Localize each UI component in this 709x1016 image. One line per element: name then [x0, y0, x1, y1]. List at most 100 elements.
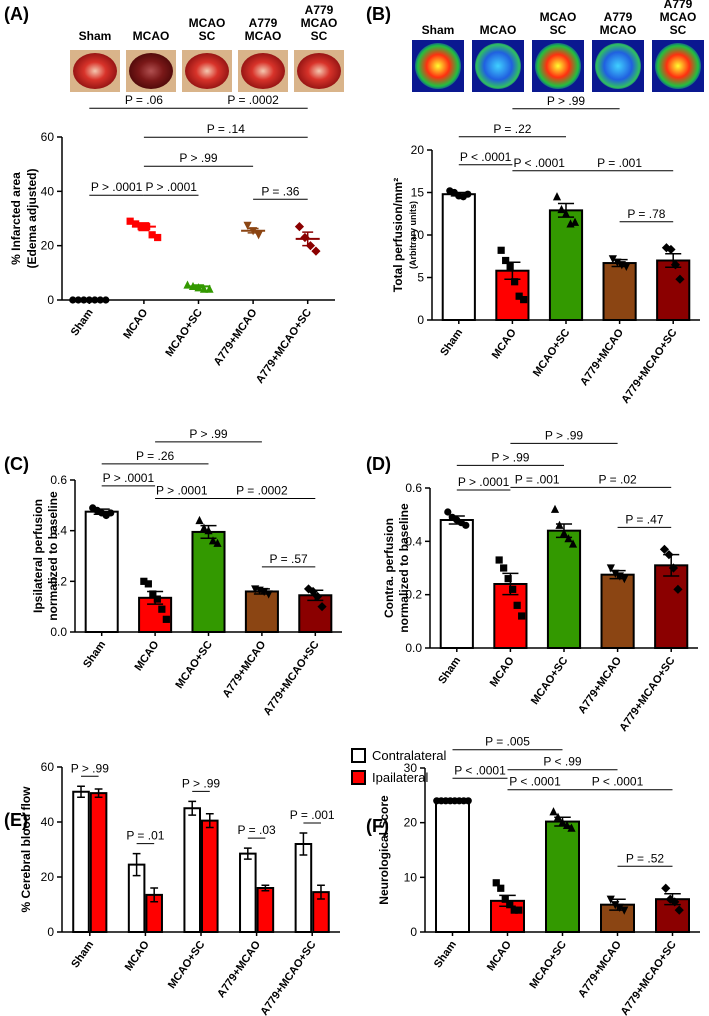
image-label: Sham — [79, 29, 112, 43]
x-tick-label: Sham — [436, 655, 463, 687]
data-point — [107, 509, 115, 517]
panel-label: (C) — [4, 454, 29, 474]
data-point — [606, 895, 615, 904]
comparison-label: P > .0001 — [458, 475, 510, 489]
y-tick-label: 0 — [410, 925, 417, 939]
bar — [256, 887, 275, 933]
bar — [654, 564, 689, 649]
data-point — [506, 901, 514, 909]
x-tick-label: Sham — [81, 639, 108, 671]
data-point — [564, 534, 573, 543]
data-point — [622, 262, 631, 272]
bar — [72, 790, 90, 933]
image-label: A779 — [604, 10, 633, 24]
image-tissue — [297, 53, 341, 89]
y-axis-label: normalized to baseline — [46, 491, 60, 621]
comparison-label: P = .47 — [625, 512, 663, 526]
bar — [600, 573, 635, 650]
bar — [294, 843, 313, 933]
image-label: A779 — [249, 16, 278, 30]
data-point — [294, 222, 305, 232]
data-point — [132, 220, 140, 228]
image-label: MCAO — [600, 23, 637, 37]
data-point — [204, 526, 213, 535]
data-point — [553, 812, 563, 821]
comparison-label: P > .99 — [182, 776, 220, 790]
image-label: MCAO — [189, 16, 226, 30]
y-axis-label: (Edema adjusted) — [25, 168, 39, 268]
error-bar — [138, 222, 150, 232]
image-tissue — [655, 43, 701, 89]
data-point — [208, 536, 218, 545]
x-tick-label: A779+MCAO — [220, 638, 268, 700]
bar — [191, 530, 226, 634]
data-point — [615, 572, 624, 581]
data-point — [504, 575, 512, 583]
data-point — [213, 538, 222, 547]
x-tick-label: A779+MCAO+SC — [617, 655, 677, 734]
x-tick-label: MCAO — [132, 638, 161, 673]
x-tick-label: Sham — [69, 939, 96, 971]
x-tick-label: MCAO — [121, 306, 150, 341]
comparison-label: P < .0001 — [460, 150, 512, 164]
bar — [239, 852, 257, 933]
error-bar — [302, 231, 314, 247]
data-point — [148, 231, 156, 239]
x-tick-label: A779+MCAO — [576, 938, 624, 1000]
comparison-label: P = .0002 — [236, 484, 288, 498]
data-point — [509, 585, 517, 593]
comparison-label: P > .0001 — [103, 471, 155, 485]
comparison-label: P < .0001 — [513, 156, 565, 170]
data-point — [670, 260, 681, 270]
x-tick-label: MCAO+SC — [527, 939, 569, 991]
error-bar — [299, 832, 308, 856]
data-point — [462, 521, 470, 529]
comparison-label: P = .14 — [207, 122, 245, 136]
y-tick-label: 0.2 — [405, 588, 422, 602]
comparison-label: P < .0001 — [592, 775, 644, 789]
data-point — [158, 605, 166, 613]
data-point — [500, 564, 508, 572]
data-point — [502, 256, 510, 265]
data-point — [162, 615, 170, 623]
y-axis-label: Ipsilateral perfusion — [31, 499, 45, 613]
data-point — [205, 284, 214, 293]
x-tick-label: MCAO — [123, 938, 152, 973]
bar — [546, 529, 582, 650]
y-tick-label: 10 — [411, 228, 425, 242]
data-point — [674, 905, 684, 915]
data-point — [317, 602, 327, 612]
data-point — [153, 595, 161, 603]
y-tick-label: 60 — [41, 760, 55, 774]
data-point — [562, 820, 572, 829]
data-point — [501, 895, 509, 903]
data-point — [606, 564, 615, 573]
comparison-label: P = .03 — [238, 823, 276, 837]
comparison-label: P = .36 — [261, 184, 299, 198]
comparison-label: P > .0001 — [91, 180, 143, 194]
y-tick-label: 0 — [47, 293, 54, 307]
data-point — [611, 569, 620, 578]
bar — [244, 590, 279, 634]
data-point — [497, 246, 505, 254]
data-point — [518, 612, 526, 620]
x-tick-label: MCAO+SC — [529, 655, 571, 707]
data-point — [568, 539, 578, 548]
data-point — [659, 544, 670, 554]
legend-label: Contralateral — [372, 748, 447, 763]
data-point — [620, 575, 629, 584]
data-point — [154, 233, 162, 242]
y-axis-label: (Arbitrary units) — [408, 201, 418, 269]
data-point — [126, 217, 134, 225]
bar — [602, 262, 637, 321]
y-axis-label: Neurological Score — [377, 795, 391, 905]
data-point — [515, 292, 523, 300]
image-tissue — [73, 53, 117, 89]
y-tick-label: 20 — [41, 870, 55, 884]
x-tick-label: A779+MCAO — [578, 326, 626, 388]
data-point — [608, 255, 617, 264]
x-tick-label: MCAO — [488, 654, 517, 689]
data-point — [513, 601, 521, 609]
data-point — [511, 278, 519, 286]
data-point — [140, 577, 148, 585]
